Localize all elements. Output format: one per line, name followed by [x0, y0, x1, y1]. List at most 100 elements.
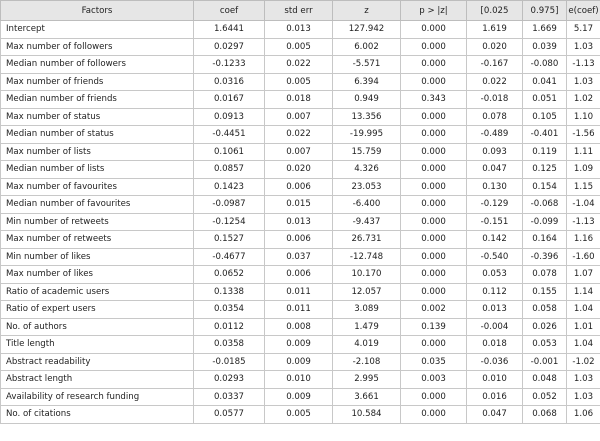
value-cell: 0.048 [522, 370, 567, 389]
header-cell: Factors [0, 0, 194, 21]
value-cell: -0.1254 [193, 212, 265, 231]
value-cell: 0.016 [466, 387, 523, 406]
factor-cell: Max number of friends [0, 72, 194, 91]
value-cell: -0.4451 [193, 125, 265, 144]
value-cell: 1.619 [466, 20, 523, 39]
value-cell: 0.006 [264, 177, 333, 196]
value-cell: 0.139 [400, 317, 467, 336]
value-cell: 0.053 [522, 335, 567, 354]
value-cell: 0.0358 [193, 335, 265, 354]
table-row: Median number of followers -0.1233 0.022 -5… [0, 55, 600, 74]
factor-cell: Max number of retweets [0, 230, 194, 249]
value-cell: 1.04 [566, 300, 600, 319]
value-cell: 0.011 [264, 282, 333, 301]
value-cell: -0.068 [522, 195, 567, 214]
value-cell: 0.1423 [193, 177, 265, 196]
factor-cell: Availability of research funding [0, 387, 194, 406]
value-cell: 0.010 [466, 370, 523, 389]
value-cell: 0.000 [400, 125, 467, 144]
value-cell: 0.949 [332, 90, 401, 109]
value-cell: 0.142 [466, 230, 523, 249]
value-cell: -1.13 [566, 55, 600, 74]
value-cell: 0.1338 [193, 282, 265, 301]
value-cell: 0.058 [522, 300, 567, 319]
table-row: Max number of lists 0.1061 0.007 15.759 0.00… [0, 142, 600, 161]
value-cell: 0.006 [264, 265, 333, 284]
value-cell: 0.000 [400, 387, 467, 406]
value-cell: 0.1061 [193, 142, 265, 161]
value-cell: 1.14 [566, 282, 600, 301]
factor-cell: Max number of status [0, 107, 194, 126]
value-cell: -0.080 [522, 55, 567, 74]
value-cell: 0.035 [400, 352, 467, 371]
value-cell: 1.11 [566, 142, 600, 161]
value-cell: -1.02 [566, 352, 600, 371]
value-cell: 0.000 [400, 282, 467, 301]
value-cell: 1.15 [566, 177, 600, 196]
value-cell: 0.009 [264, 352, 333, 371]
value-cell: 0.007 [264, 142, 333, 161]
factor-cell: Title length [0, 335, 194, 354]
header-cell: p > |z| [400, 0, 467, 21]
value-cell: 0.0857 [193, 160, 265, 179]
table-row: Median number of friends 0.0167 0.018 0.949… [0, 90, 600, 109]
value-cell: 0.0354 [193, 300, 265, 319]
table-row: Median number of status -0.4451 0.022 -19.9… [0, 125, 600, 144]
value-cell: 0.0913 [193, 107, 265, 126]
value-cell: 0.000 [400, 230, 467, 249]
value-cell: 26.731 [332, 230, 401, 249]
value-cell: 1.03 [566, 72, 600, 91]
factor-cell: Median number of status [0, 125, 194, 144]
value-cell: -0.401 [522, 125, 567, 144]
value-cell: 0.047 [466, 160, 523, 179]
factor-cell: Median number of friends [0, 90, 194, 109]
value-cell: 23.053 [332, 177, 401, 196]
factor-cell: Median number of favourites [0, 195, 194, 214]
value-cell: 0.005 [264, 72, 333, 91]
value-cell: 0.026 [522, 317, 567, 336]
header-cell: e(coef) [566, 0, 600, 21]
value-cell: 0.047 [466, 405, 523, 424]
value-cell: -0.1233 [193, 55, 265, 74]
value-cell: -0.018 [466, 90, 523, 109]
table-header: Factors coef std err z p > |z| [0.025 0.975] e(… [0, 0, 600, 21]
value-cell: -19.995 [332, 125, 401, 144]
value-cell: 0.051 [522, 90, 567, 109]
value-cell: 1.06 [566, 405, 600, 424]
value-cell: -1.04 [566, 195, 600, 214]
value-cell: 1.07 [566, 265, 600, 284]
table-row: Median number of favourites -0.0987 0.015-… [0, 195, 600, 214]
value-cell: 0.009 [264, 387, 333, 406]
value-cell: 3.089 [332, 300, 401, 319]
value-cell: 1.669 [522, 20, 567, 39]
value-cell: -0.004 [466, 317, 523, 336]
factor-cell: Intercept [0, 20, 194, 39]
value-cell: 0.000 [400, 160, 467, 179]
value-cell: 0.005 [264, 37, 333, 56]
value-cell: -0.540 [466, 247, 523, 266]
value-cell: -9.437 [332, 212, 401, 231]
value-cell: 0.078 [466, 107, 523, 126]
value-cell: 0.000 [400, 195, 467, 214]
value-cell: 4.019 [332, 335, 401, 354]
value-cell: 1.16 [566, 230, 600, 249]
value-cell: 0.000 [400, 107, 467, 126]
value-cell: -6.400 [332, 195, 401, 214]
value-cell: 0.003 [400, 370, 467, 389]
factor-cell: Min number of retweets [0, 212, 194, 231]
value-cell: 0.002 [400, 300, 467, 319]
factor-cell: Abstract length [0, 370, 194, 389]
value-cell: 0.010 [264, 370, 333, 389]
value-cell: -1.56 [566, 125, 600, 144]
value-cell: -0.129 [466, 195, 523, 214]
value-cell: 0.0316 [193, 72, 265, 91]
factor-cell: Max number of favourites [0, 177, 194, 196]
value-cell: 10.170 [332, 265, 401, 284]
value-cell: 1.10 [566, 107, 600, 126]
value-cell: 0.000 [400, 20, 467, 39]
value-cell: 1.03 [566, 387, 600, 406]
regression-table: Factors coef std err z p > |z| [0.025 0.975] e(… [0, 0, 600, 424]
table-row: Min number of retweets -0.1254 0.013 -9.437… [0, 212, 600, 231]
value-cell: 0.000 [400, 55, 467, 74]
value-cell: 0.0297 [193, 37, 265, 56]
